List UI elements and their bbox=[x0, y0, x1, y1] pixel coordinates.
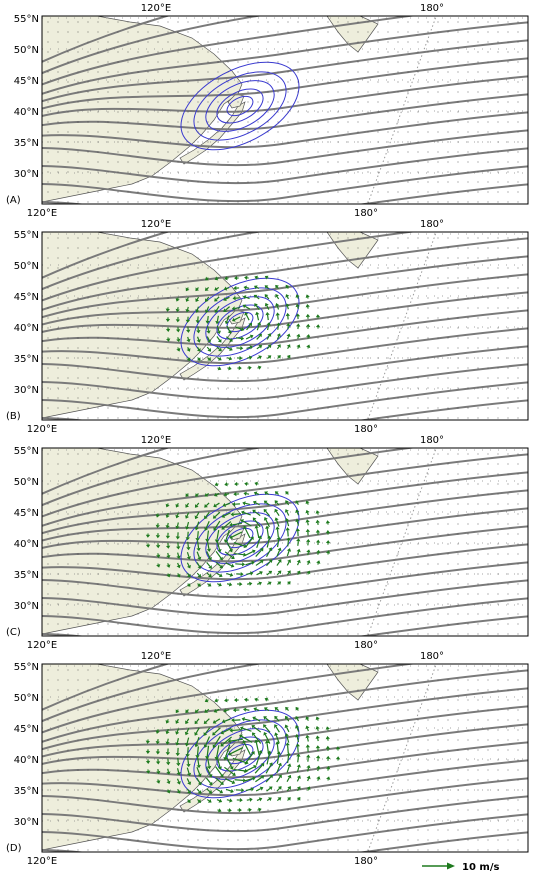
map-panel: 55°N 50°N 45°N 40°N 35°N 30°N 120°E 180° 120°E 18… bbox=[6, 3, 529, 219]
bottom-lon-label: 180° bbox=[354, 856, 378, 867]
wind-vectors bbox=[47, 21, 519, 203]
lat-label: 55°N bbox=[14, 230, 39, 241]
panel-label: (B) bbox=[6, 411, 21, 422]
bottom-lon-label: 180° bbox=[354, 640, 378, 651]
lat-label: 35°N bbox=[14, 354, 39, 365]
lat-label: 35°N bbox=[14, 570, 39, 581]
streamlines bbox=[42, 232, 528, 420]
wind-vectors bbox=[47, 453, 519, 635]
lat-label: 50°N bbox=[14, 693, 39, 704]
japan-landmass bbox=[179, 533, 246, 597]
lat-label: 40°N bbox=[14, 755, 39, 766]
streamlines bbox=[42, 664, 528, 852]
top-lon-label: 180° bbox=[420, 651, 444, 662]
lat-label: 45°N bbox=[14, 508, 39, 519]
bottom-lon-label: 120°E bbox=[27, 208, 57, 219]
wind-vectors bbox=[47, 237, 519, 419]
lat-label: 30°N bbox=[14, 169, 39, 180]
top-lon-label: 120°E bbox=[141, 651, 171, 662]
japan-landmass bbox=[179, 317, 246, 381]
lat-label: 55°N bbox=[14, 14, 39, 25]
bottom-lon-label: 120°E bbox=[27, 640, 57, 651]
panel-frame bbox=[41, 231, 529, 421]
lat-label: 35°N bbox=[14, 138, 39, 149]
map-panel: 55°N 50°N 45°N 40°N 35°N 30°N 120°E 180° 120°E 18… bbox=[6, 219, 529, 435]
panel-label: (D) bbox=[6, 843, 22, 854]
lat-label: 35°N bbox=[14, 786, 39, 797]
legend-arrow-head bbox=[447, 862, 455, 870]
lat-label: 30°N bbox=[14, 817, 39, 828]
top-lon-label: 120°E bbox=[141, 219, 171, 230]
map-panel: 55°N 50°N 45°N 40°N 35°N 30°N 120°E 180° 120°E 18… bbox=[6, 435, 529, 651]
lat-label: 55°N bbox=[14, 446, 39, 457]
lat-label: 50°N bbox=[14, 477, 39, 488]
top-lon-label: 180° bbox=[420, 219, 444, 230]
panel-frame bbox=[41, 663, 529, 853]
streamlines bbox=[42, 448, 528, 636]
lat-label: 50°N bbox=[14, 45, 39, 56]
anomaly-contours bbox=[180, 61, 300, 151]
bottom-lon-label: 180° bbox=[354, 208, 378, 219]
top-lon-label: 120°E bbox=[141, 3, 171, 14]
lat-label: 40°N bbox=[14, 539, 39, 550]
legend-label: 10 m/s bbox=[462, 862, 499, 872]
lat-label: 55°N bbox=[14, 662, 39, 673]
top-lon-label: 120°E bbox=[141, 435, 171, 446]
lat-label: 45°N bbox=[14, 292, 39, 303]
panel-frame bbox=[41, 15, 529, 205]
streamlines bbox=[42, 16, 528, 204]
map-panel: 55°N 50°N 45°N 40°N 35°N 30°N 120°E 180° 120°E 18… bbox=[6, 651, 529, 867]
japan-landmass bbox=[179, 749, 246, 813]
panel-label: (A) bbox=[6, 195, 21, 206]
lat-label: 40°N bbox=[14, 323, 39, 334]
top-lon-label: 180° bbox=[420, 435, 444, 446]
lat-label: 30°N bbox=[14, 601, 39, 612]
panel-frame bbox=[41, 447, 529, 637]
lat-label: 50°N bbox=[14, 261, 39, 272]
bottom-lon-label: 180° bbox=[354, 424, 378, 435]
bottom-lon-label: 120°E bbox=[27, 424, 57, 435]
japan-landmass bbox=[179, 101, 246, 165]
anomaly-contours bbox=[180, 277, 300, 367]
lat-label: 45°N bbox=[14, 76, 39, 87]
lat-label: 45°N bbox=[14, 724, 39, 735]
lat-label: 40°N bbox=[14, 107, 39, 118]
bottom-lon-label: 120°E bbox=[27, 856, 57, 867]
lat-label: 30°N bbox=[14, 385, 39, 396]
panel-label: (C) bbox=[6, 627, 21, 638]
top-lon-label: 180° bbox=[420, 3, 444, 14]
wind-vectors bbox=[47, 669, 519, 851]
legend: 10 m/s bbox=[422, 862, 499, 872]
